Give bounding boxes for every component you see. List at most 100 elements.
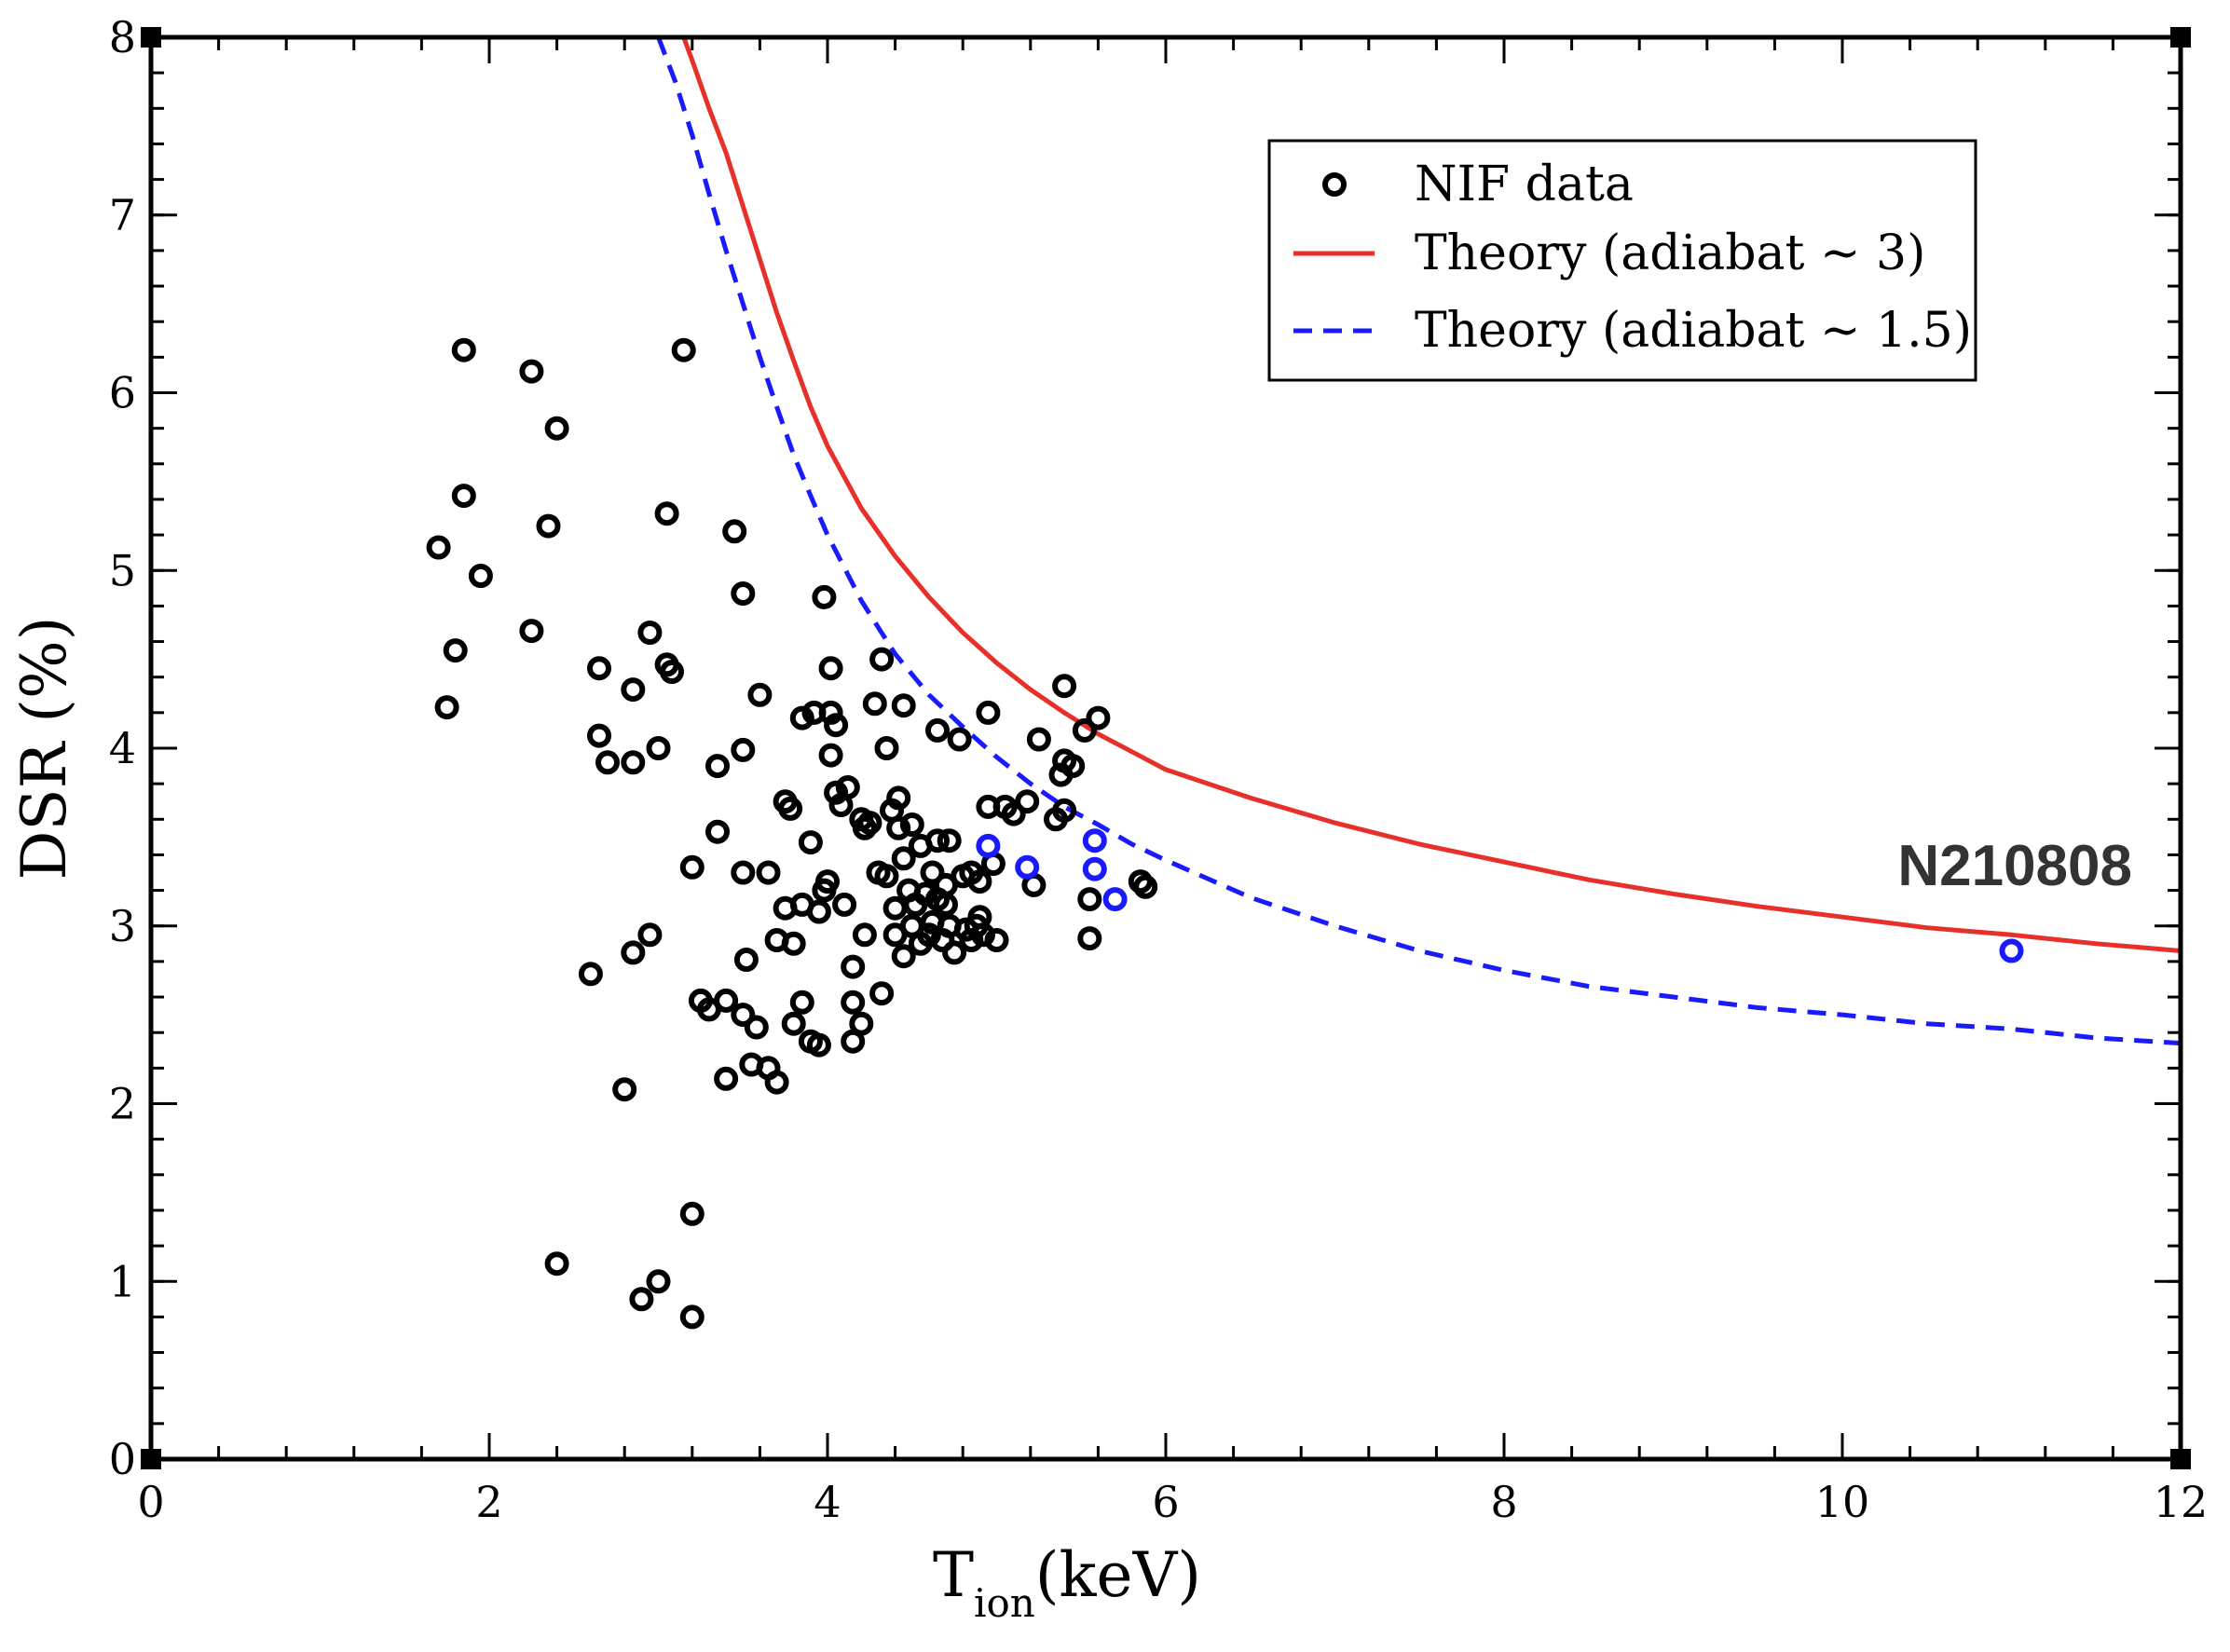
nif-data-point <box>1015 789 1040 814</box>
nif-data-point <box>891 944 916 969</box>
nif-data-point <box>913 881 938 907</box>
annotation-n210808: N210808 <box>1897 834 2132 898</box>
nif-data-point <box>947 727 972 752</box>
nif-data-point <box>818 743 843 768</box>
nif-data-point <box>781 931 806 956</box>
nif-data-point <box>646 736 671 760</box>
nif-data-point <box>937 828 962 853</box>
y-tick-label: 7 <box>109 190 136 240</box>
nif-data-point <box>806 899 831 924</box>
nif-data-point <box>621 677 646 703</box>
nif-data-point <box>789 990 814 1015</box>
nif-data-point <box>976 700 1001 725</box>
nif-data-point <box>874 736 899 760</box>
nif-data-point <box>536 513 561 539</box>
y-tick-label: 5 <box>109 545 136 595</box>
nif-data-point <box>621 750 646 775</box>
nif-data-point <box>519 619 544 644</box>
series-line-2 <box>681 37 2181 953</box>
nif-data-point <box>451 484 476 509</box>
nif-data-point <box>519 359 544 384</box>
nif-data-point <box>731 581 756 606</box>
nif-data-point <box>967 869 992 894</box>
highlighted-data-point <box>1999 938 2024 963</box>
y-axis-title: DSR (%) <box>8 616 80 880</box>
nif-data-point <box>747 682 773 707</box>
nif-data-point <box>925 828 950 853</box>
nif-data-point <box>587 656 611 681</box>
nif-data-point <box>798 830 823 855</box>
nif-data-point <box>595 750 620 775</box>
nif-data-point <box>714 1066 739 1091</box>
highlighted-data-point <box>1102 887 1128 912</box>
nif-data-point <box>899 812 924 837</box>
x-axis-title-units: (keV) <box>1035 1539 1201 1611</box>
nif-data-point <box>1077 926 1102 951</box>
nif-data-point <box>781 1011 806 1036</box>
highlighted-data-point <box>1082 856 1107 881</box>
nif-data-point <box>869 981 895 1006</box>
corner-markers <box>141 27 2191 1469</box>
nif-data-point <box>629 1287 654 1312</box>
nif-data-point <box>841 990 866 1015</box>
nif-data-point <box>637 922 663 948</box>
highlighted-data-point <box>1082 828 1107 853</box>
nif-data-point <box>942 940 967 965</box>
nif-data-point <box>891 846 916 871</box>
x-tick-label: 12 <box>2154 1477 2209 1527</box>
nif-data-point <box>756 860 781 885</box>
nif-data-point <box>832 892 857 917</box>
y-tick-label: 6 <box>109 368 136 418</box>
nif-data-point <box>733 948 759 972</box>
x-axis-title-main: T <box>933 1539 974 1611</box>
corner-marker <box>141 27 161 48</box>
y-tick-label: 8 <box>109 12 136 62</box>
nif-data-point <box>731 737 756 762</box>
nif-data-point <box>714 988 739 1013</box>
y-tick-label: 2 <box>109 1079 136 1129</box>
nif-data-point <box>874 864 899 889</box>
x-axis-title-subscript: ion <box>974 1580 1035 1626</box>
x-tick-label: 6 <box>1152 1477 1179 1527</box>
x-tick-label: 0 <box>137 1477 164 1527</box>
nif-data-point <box>934 892 958 917</box>
nif-data-point <box>679 854 705 880</box>
nif-data-point <box>660 660 684 684</box>
x-tick-label: 10 <box>1815 1477 1870 1527</box>
data-points <box>426 337 2024 1330</box>
nif-data-point <box>544 1251 569 1277</box>
y-tick-label: 1 <box>109 1256 136 1306</box>
nif-data-point <box>443 638 468 663</box>
nif-data-point <box>849 1011 874 1036</box>
nif-data-point <box>812 584 837 609</box>
nif-data-point <box>679 1201 705 1226</box>
nif-data-point <box>426 535 451 560</box>
nif-data-point <box>544 416 569 441</box>
x-axis-title: Tion(keV) <box>933 1539 1201 1626</box>
nif-data-point <box>1133 874 1158 899</box>
series-line-3 <box>656 37 2181 1046</box>
nif-data-point <box>1072 717 1097 743</box>
nif-data-point <box>451 337 476 362</box>
nif-data-point <box>578 962 603 987</box>
legend-marker-nif-data <box>1322 172 1347 197</box>
nif-data-point <box>1086 705 1111 730</box>
nif-data-point <box>882 895 908 921</box>
y-tick-label: 0 <box>109 1434 136 1484</box>
nif-data-point <box>789 705 814 730</box>
nif-data-point <box>705 754 730 779</box>
nif-data-point <box>886 815 911 840</box>
nif-data-point <box>778 796 803 821</box>
nif-data-point <box>646 1269 671 1294</box>
nif-data-point <box>815 869 840 894</box>
legend-box <box>1267 139 1977 382</box>
corner-marker <box>141 1449 161 1469</box>
legend-label-nif-data: NIF data <box>1415 157 1634 212</box>
nif-data-point <box>654 501 679 526</box>
nif-data-point <box>434 695 459 720</box>
y-tick-label: 3 <box>109 901 136 951</box>
y-axis-ticks: 0 1 2 3 4 5 6 7 8 <box>109 12 2181 1484</box>
nif-data-point <box>1001 801 1026 826</box>
nif-data-point <box>468 564 493 588</box>
nif-data-point <box>1060 754 1086 779</box>
